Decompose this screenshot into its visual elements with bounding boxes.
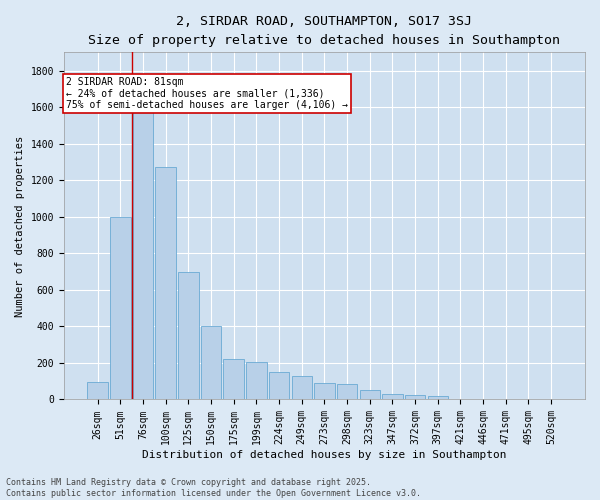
Bar — [133, 85, 153, 400]
X-axis label: Distribution of detached houses by size in Southampton: Distribution of detached houses by size … — [142, 450, 506, 460]
Bar — [405, 396, 425, 400]
Title: 2, SIRDAR ROAD, SOUTHAMPTON, SO17 3SJ
Size of property relative to detached hous: 2, SIRDAR ROAD, SOUTHAMPTON, SO17 3SJ Si… — [88, 15, 560, 47]
Bar — [292, 376, 312, 400]
Bar — [359, 390, 380, 400]
Bar — [314, 383, 335, 400]
Bar — [223, 360, 244, 400]
Bar — [337, 384, 357, 400]
Bar — [155, 168, 176, 400]
Bar — [473, 399, 493, 400]
Text: Contains HM Land Registry data © Crown copyright and database right 2025.
Contai: Contains HM Land Registry data © Crown c… — [6, 478, 421, 498]
Bar — [269, 372, 289, 400]
Bar — [450, 398, 470, 400]
Bar — [201, 326, 221, 400]
Bar — [382, 394, 403, 400]
Y-axis label: Number of detached properties: Number of detached properties — [15, 136, 25, 316]
Bar — [246, 362, 266, 400]
Bar — [88, 382, 108, 400]
Bar — [110, 217, 131, 400]
Bar — [428, 396, 448, 400]
Bar — [178, 272, 199, 400]
Text: 2 SIRDAR ROAD: 81sqm
← 24% of detached houses are smaller (1,336)
75% of semi-de: 2 SIRDAR ROAD: 81sqm ← 24% of detached h… — [67, 76, 349, 110]
